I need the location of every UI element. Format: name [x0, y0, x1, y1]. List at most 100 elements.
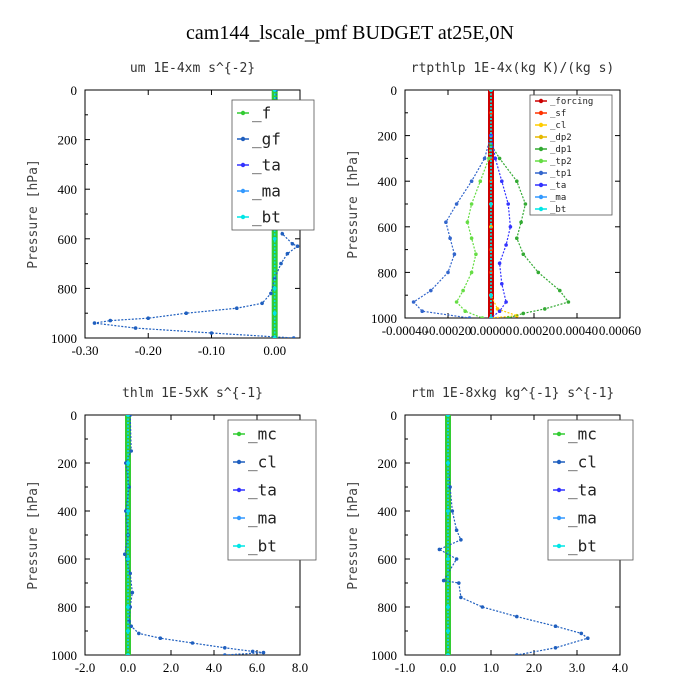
data-point [446, 461, 450, 465]
series-line-tp1 [412, 135, 492, 318]
x-tick-label: -0.00020 [425, 323, 472, 338]
y-tick-label: 800 [58, 281, 78, 296]
y-tick-label: 200 [58, 456, 78, 471]
legend-marker [236, 459, 242, 465]
y-axis-label: Pressure [hPa] [26, 480, 41, 590]
legend-marker [538, 134, 544, 140]
legend-label: _cl [550, 121, 566, 131]
x-tick-label: 8.0 [292, 660, 308, 675]
data-point [209, 331, 214, 335]
y-tick-label: 600 [58, 232, 78, 247]
legend-label: _bt [248, 537, 277, 556]
data-point [446, 270, 450, 275]
data-point [446, 653, 450, 655]
y-axis-label: Pressure [hPa] [346, 480, 361, 590]
data-point [543, 307, 547, 311]
data-point [446, 437, 450, 441]
data-point [480, 605, 485, 609]
y-tick-label: 400 [58, 504, 78, 519]
data-point [190, 641, 195, 645]
legend-marker [240, 162, 246, 168]
legend-label: _ma [252, 182, 281, 201]
legend-marker [538, 170, 544, 176]
legend-marker [240, 188, 246, 194]
data-point [558, 288, 562, 293]
x-tick-label: 0.00040 [556, 323, 598, 338]
data-point [450, 509, 455, 513]
legend-box [529, 94, 613, 216]
data-point [126, 437, 130, 441]
data-point [92, 321, 97, 325]
data-point [506, 316, 510, 318]
data-point [261, 650, 266, 655]
data-point [146, 316, 150, 321]
data-point [126, 605, 130, 609]
data-point [133, 326, 138, 330]
legend-label: _ta [248, 481, 277, 500]
data-point [489, 202, 493, 206]
legend-marker [556, 543, 562, 549]
legend-label: _forcing [550, 97, 593, 107]
legend-label: _bt [550, 205, 566, 215]
legend-label: _mc [248, 425, 277, 444]
data-point [446, 509, 450, 513]
data-point [521, 311, 526, 316]
legend-marker [240, 136, 246, 142]
data-point [272, 276, 277, 281]
data-point [478, 179, 483, 183]
data-point [469, 270, 474, 275]
data-point [184, 311, 188, 316]
data-point [130, 590, 135, 595]
legend-label: _ma [568, 509, 597, 528]
data-point [158, 636, 163, 640]
x-tick-label: 2.0 [526, 660, 542, 675]
legend-marker [538, 182, 544, 188]
y-tick-label: 0 [71, 408, 78, 423]
data-point [446, 605, 450, 609]
legend-marker [538, 146, 544, 152]
legend-marker [236, 543, 242, 549]
data-point [454, 528, 459, 532]
legend-marker [236, 431, 242, 437]
panel-title: um 1E-4xm s^{-2} [130, 61, 255, 76]
data-point [508, 225, 513, 229]
data-point [500, 282, 504, 286]
figure-title: cam144_lscale_pmf BUDGET at25E,0N [186, 22, 514, 44]
data-point [459, 595, 463, 600]
data-point [497, 261, 502, 266]
data-point [493, 156, 498, 161]
y-tick-label: 200 [378, 129, 398, 144]
data-point [487, 156, 491, 161]
legend-label: _tp1 [550, 169, 572, 179]
legend-marker [538, 110, 544, 116]
legend-marker [556, 515, 562, 521]
data-point [223, 646, 227, 650]
data-point [489, 90, 493, 92]
panel-title: rtm 1E-8xkg kg^{-1} s^{-1} [411, 386, 615, 401]
data-point [223, 653, 227, 655]
legend: _mc _cl _ta _ma _bt [547, 419, 634, 561]
data-point [448, 485, 452, 489]
legend-label: _bt [252, 208, 281, 227]
data-point [457, 581, 461, 585]
legend-marker [556, 487, 562, 493]
x-tick-label: -0.10 [198, 343, 225, 358]
data-point [250, 649, 255, 654]
data-point [461, 288, 465, 293]
legend-label: _mc [568, 425, 597, 444]
data-point [521, 252, 526, 256]
legend-marker [538, 194, 544, 200]
legend-marker [556, 459, 562, 465]
data-point [446, 629, 450, 633]
legend-label: _gf [252, 130, 281, 149]
data-point [429, 288, 433, 293]
data-point [108, 318, 113, 323]
data-point [129, 624, 133, 628]
legend-marker [538, 158, 544, 164]
y-tick-label: 400 [378, 504, 398, 519]
legend-label: _f [252, 104, 271, 123]
data-point [515, 653, 519, 655]
y-tick-label: 200 [58, 133, 78, 148]
x-tick-label: 6.0 [249, 660, 265, 675]
